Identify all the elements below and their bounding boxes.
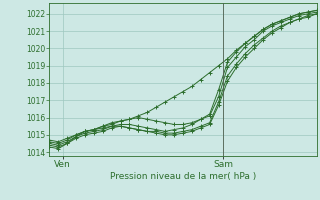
X-axis label: Pression niveau de la mer( hPa ): Pression niveau de la mer( hPa ) bbox=[110, 172, 256, 181]
